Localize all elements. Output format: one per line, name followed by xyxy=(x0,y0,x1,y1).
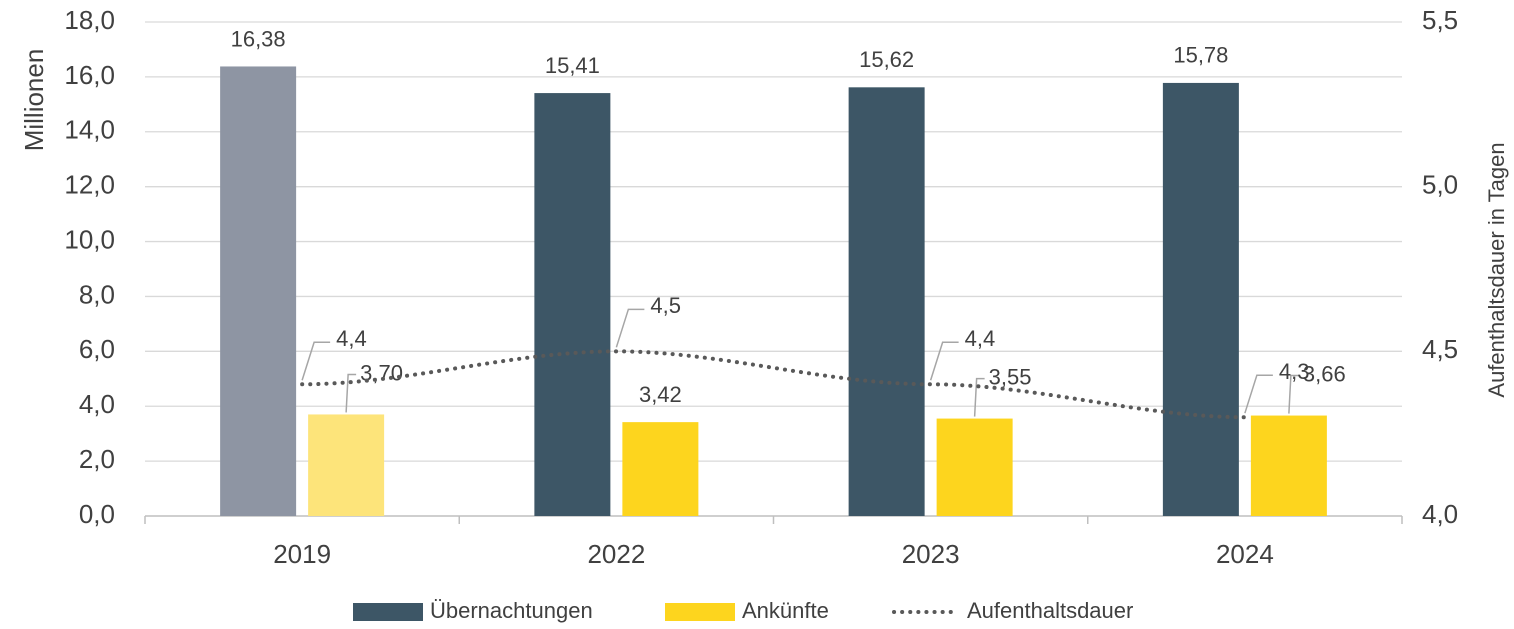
leader-line xyxy=(345,373,357,413)
data-label: 15,41 xyxy=(545,53,600,78)
line-series xyxy=(300,349,1247,420)
bar xyxy=(1250,415,1327,516)
data-label: 16,38 xyxy=(231,26,286,51)
bar xyxy=(534,93,611,516)
y2-tick-label: 5,0 xyxy=(1422,170,1458,200)
data-label: 3,42 xyxy=(639,382,682,407)
y-tick-label: 12,0 xyxy=(64,170,115,200)
data-label: 4,4 xyxy=(336,326,367,351)
data-label: 15,62 xyxy=(859,47,914,72)
y-tick-label: 18,0 xyxy=(64,5,115,35)
y2-tick-label: 4,0 xyxy=(1422,499,1458,529)
legend-label: Aufenthaltsdauer xyxy=(967,598,1133,623)
y2-axis-title: Aufenthaltsdauer in Tagen xyxy=(1484,142,1509,397)
data-label: 4,4 xyxy=(965,326,996,351)
x-tick-label: 2022 xyxy=(587,539,645,569)
bar xyxy=(848,87,925,516)
y2-tick-label: 5,5 xyxy=(1422,5,1458,35)
leader-line xyxy=(1244,374,1273,414)
x-tick-label: 2019 xyxy=(273,539,331,569)
leader-line xyxy=(929,341,959,381)
x-tick-label: 2024 xyxy=(1216,539,1274,569)
y-tick-label: 2,0 xyxy=(79,444,115,474)
leader-line xyxy=(615,308,645,348)
x-tick-label: 2023 xyxy=(902,539,960,569)
data-label: 3,55 xyxy=(989,364,1032,389)
legend-label: Übernachtungen xyxy=(430,598,593,623)
bar xyxy=(308,414,385,516)
y-tick-label: 16,0 xyxy=(64,60,115,90)
data-label: 15,78 xyxy=(1173,43,1228,68)
y-tick-label: 4,0 xyxy=(79,389,115,419)
bar xyxy=(220,66,297,517)
bar xyxy=(622,422,699,516)
y-tick-label: 10,0 xyxy=(64,224,115,254)
bar xyxy=(936,418,1013,516)
data-label: 3,66 xyxy=(1303,361,1346,386)
y2-tick-label: 4,5 xyxy=(1422,334,1458,364)
y-tick-label: 14,0 xyxy=(64,115,115,145)
data-label: 4,3 xyxy=(1279,359,1310,384)
leader-line xyxy=(301,341,331,381)
y-tick-label: 8,0 xyxy=(79,279,115,309)
legend-label: Ankünfte xyxy=(742,598,829,623)
bar xyxy=(1162,82,1239,516)
data-label: 4,5 xyxy=(650,293,681,318)
y-axis-title: Millionen xyxy=(19,49,49,152)
leader-line xyxy=(1288,374,1299,414)
legend-swatch xyxy=(665,603,735,621)
legend-swatch xyxy=(353,603,423,621)
y-tick-label: 0,0 xyxy=(79,499,115,529)
leader-line xyxy=(973,377,985,417)
y-tick-label: 6,0 xyxy=(79,334,115,364)
